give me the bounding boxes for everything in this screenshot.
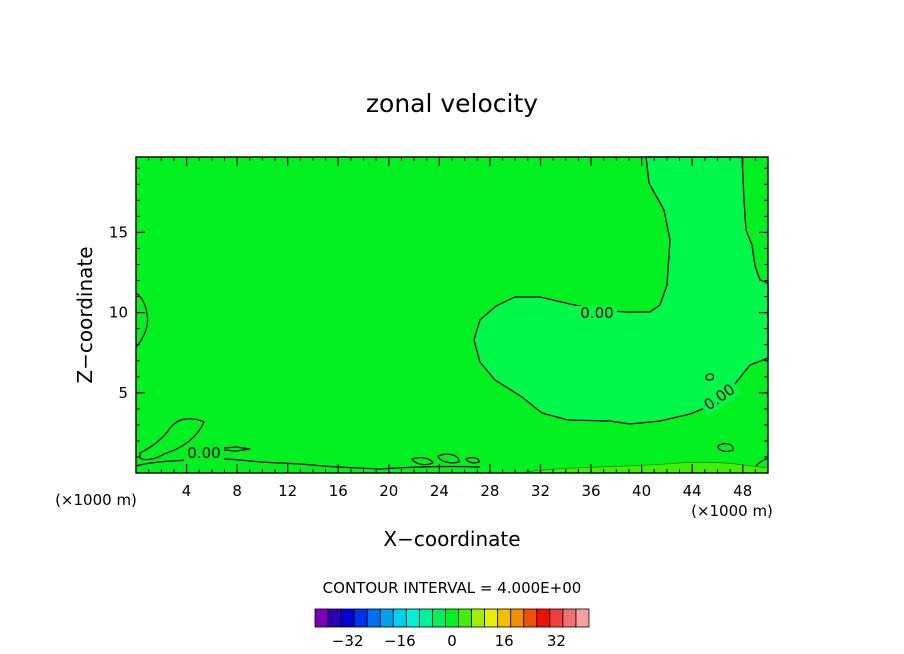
colorbar-swatch [510,608,525,628]
colorbar-swatch [562,608,577,628]
colorbar-swatch [497,608,512,628]
contour-line [705,373,715,381]
colorbar-swatch [549,608,564,628]
x-axis: 4 8 12 16 20 24 28 32 36 40 44 48 [148,157,756,500]
contour-line [139,418,205,461]
x-tick-label: 40 [632,482,651,500]
y-tick-label: 5 [118,384,128,402]
x-tick-label: 12 [278,482,297,500]
x-tick-label: 24 [430,482,449,500]
contour-interval-text: CONTOUR INTERVAL = 4.000E+00 [323,579,582,597]
contour-label-background [577,306,617,322]
bottom-positive-band [519,461,769,474]
x-tick-label: 4 [182,482,192,500]
colorbar-tick-label: −32 [332,632,364,650]
plot-area: 0.000.000.00 [135,156,769,474]
colorbar-tick-label: 16 [495,632,514,650]
x-tick-label: 8 [232,482,242,500]
colorbar-tick-label: −16 [384,632,416,650]
colorbar-swatch [523,608,538,628]
contour-line [411,457,434,466]
colorbar-swatch [392,608,407,628]
x-tick-label: 28 [480,482,499,500]
colorbar-swatch [379,608,394,628]
contour-label-background [184,446,224,462]
contour-line [465,456,480,464]
x-unit-right: (×1000 m) [691,502,773,520]
colorbar-swatch [575,608,590,628]
colorbar-swatch [405,608,420,628]
colorbar-swatch [445,608,459,628]
x-unit-left: (×1000 m) [55,491,137,509]
contour-line [135,292,149,348]
contour-line [211,446,251,452]
colorbar-swatch [340,608,355,628]
y-axis: 5 10 15 [109,167,768,458]
contour-line [717,443,734,452]
x-tick-label: 20 [379,482,398,500]
colorbar-swatch [366,608,381,628]
zero-contour-region [473,156,769,425]
contour-label-background [699,379,741,417]
colorbar: −32 −16 0 16 32 [314,608,590,650]
colorbar-swatch [353,608,368,628]
colorbar-swatch [418,608,433,628]
x-tick-label: 44 [683,482,702,500]
x-tick-label: 48 [733,482,752,500]
y-tick-label: 15 [109,223,128,241]
colorbar-tick-label: 32 [547,632,566,650]
x-axis-label: X−coordinate [383,527,520,551]
colorbar-swatch [314,608,329,628]
contour-label: 0.00 [187,444,220,462]
colorbar-swatch [471,608,486,628]
contour-line [437,453,460,464]
x-tick-label: 36 [581,482,600,500]
contour-label: 0.00 [580,304,613,322]
colorbar-swatch [536,608,551,628]
y-axis-label: Z−coordinate [73,246,97,383]
colorbar-swatch [327,608,342,628]
colorbar-swatch [432,608,446,628]
colorbar-swatch [458,608,472,628]
chart-title: zonal velocity [366,89,538,118]
colorbar-tick-label: 0 [447,632,457,650]
x-tick-label: 32 [531,482,550,500]
colorbar-swatch [484,608,499,628]
y-tick-label: 10 [109,304,128,322]
x-tick-label: 16 [329,482,348,500]
